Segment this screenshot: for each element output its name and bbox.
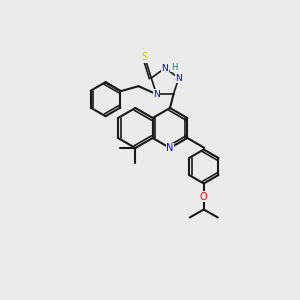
Text: O: O xyxy=(200,191,208,202)
Text: N: N xyxy=(162,64,168,73)
Text: N: N xyxy=(176,74,182,82)
Text: S: S xyxy=(141,52,147,62)
Text: H: H xyxy=(171,62,177,71)
Text: N: N xyxy=(153,90,160,99)
Text: N: N xyxy=(166,143,174,153)
